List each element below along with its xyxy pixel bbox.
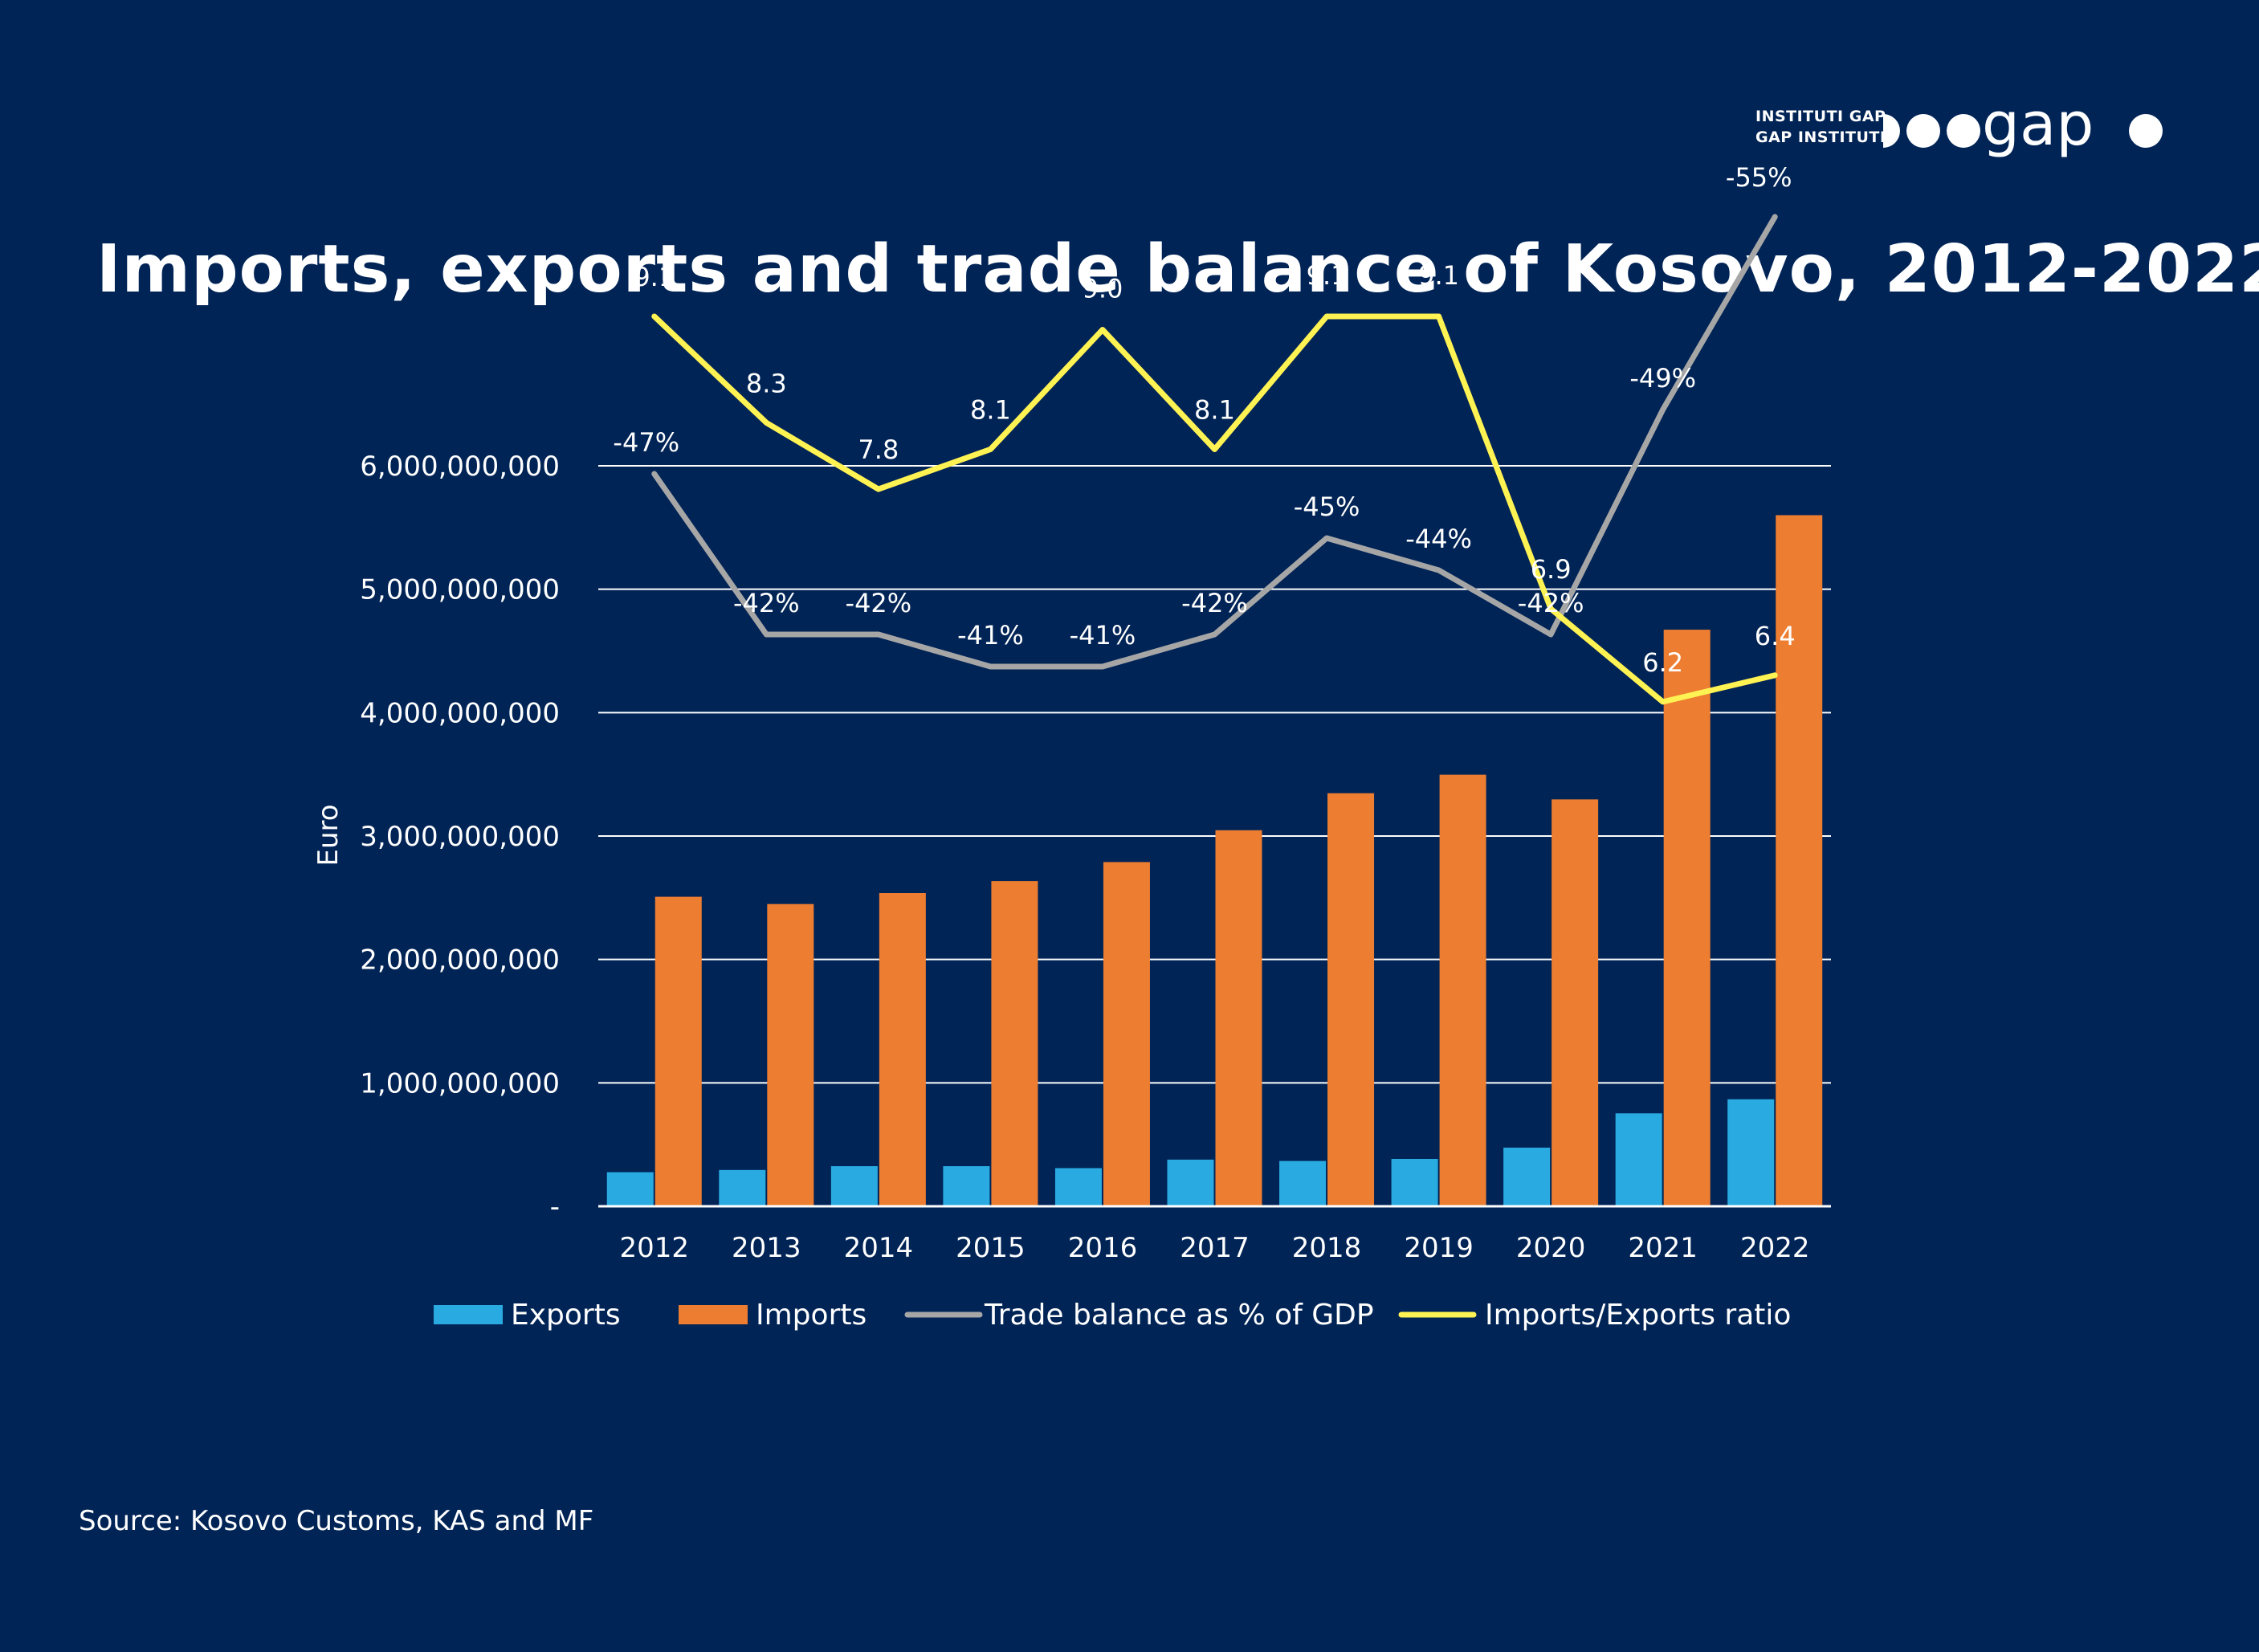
- trade-balance-line: [651, 214, 1778, 670]
- x-tick-label: 2016: [1068, 1232, 1138, 1264]
- trade-balance-label: -45%: [1294, 492, 1360, 522]
- ratio-label: 9.1: [634, 262, 675, 292]
- exports-bar: [1615, 1113, 1662, 1206]
- trade-balance-label: -41%: [957, 620, 1024, 651]
- gap-institute-logo: INSTITUTI GAP GAP INSTITUTE gap: [1743, 103, 2176, 161]
- trade-balance-label: -44%: [1405, 524, 1472, 554]
- exports-bar: [1391, 1158, 1438, 1206]
- y-tick-label: 5,000,000,000: [360, 574, 560, 606]
- x-tick-label: 2012: [620, 1232, 690, 1264]
- exports-bar: [1503, 1148, 1551, 1206]
- logo-circle-icon: [1947, 114, 1980, 148]
- y-axis-label: Euro: [312, 804, 345, 866]
- source-note: Source: Kosovo Customs, KAS and MF: [79, 1505, 594, 1537]
- trade-balance-label: -42%: [846, 588, 912, 618]
- logo-circle-icon: [2129, 114, 2163, 148]
- x-tick-label: 2021: [1628, 1232, 1698, 1264]
- ratio-line: [651, 313, 1778, 705]
- imports-bar: [654, 896, 702, 1206]
- imports-bar: [991, 881, 1038, 1206]
- trade-balance-label: -47%: [613, 427, 679, 458]
- logo-half-circle-icon: [1883, 114, 1900, 148]
- data-labels: -47% -42% -42% -41% -41% -42% -45% -44% -42% -49%…: [613, 162, 1795, 678]
- exports-bar: [1054, 1168, 1102, 1206]
- x-tick-label: 2019: [1404, 1232, 1474, 1264]
- legend: Exports Imports Trade balance as % of GDP I…: [434, 1299, 1791, 1332]
- y-tick-label: 1,000,000,000: [360, 1067, 560, 1099]
- imports-bar: [1327, 793, 1375, 1206]
- exports-bar: [1167, 1159, 1214, 1206]
- x-tick-label: 2022: [1740, 1232, 1810, 1264]
- legend-label: Trade balance as % of GDP: [984, 1299, 1374, 1332]
- x-tick-label: 2014: [844, 1232, 914, 1264]
- exports-bar: [943, 1166, 990, 1206]
- logo-circle-icon: [1906, 114, 1940, 148]
- trade-balance-label: -41%: [1070, 620, 1136, 651]
- logo-line-2: GAP INSTITUTE: [1755, 128, 1891, 146]
- legend-swatch-imports: [679, 1305, 748, 1324]
- ratio-label: 9.1: [1418, 260, 1459, 291]
- y-tick-label: 4,000,000,000: [360, 697, 560, 729]
- imports-bar: [1663, 630, 1711, 1206]
- y-tick-label: -: [550, 1191, 560, 1223]
- imports-bar: [1215, 830, 1262, 1206]
- imports-bar: [1552, 799, 1599, 1206]
- x-tick-label: 2017: [1180, 1232, 1250, 1264]
- ratio-label: 8.1: [1194, 394, 1235, 425]
- legend-label: Exports: [511, 1299, 621, 1332]
- imports-bar: [767, 904, 814, 1206]
- exports-bar: [1279, 1160, 1327, 1206]
- exports-bar: [719, 1169, 766, 1206]
- x-axis-tick-labels: 2012 2013 2014 2015 2016 2017 2018 2019 2020 2021…: [620, 1232, 1810, 1264]
- trade-balance-label: -55%: [1726, 162, 1792, 193]
- y-tick-label: 2,000,000,000: [360, 944, 560, 977]
- exports-bar: [1727, 1099, 1775, 1206]
- ratio-label: 6.9: [1531, 554, 1572, 585]
- ratio-label: 9.0: [1083, 274, 1123, 304]
- trade-balance-label: -42%: [1181, 588, 1248, 618]
- bars: [606, 515, 1823, 1206]
- imports-bar: [1439, 774, 1486, 1206]
- gap-logo-mark-icon: gap: [1883, 103, 2163, 159]
- exports-bar: [830, 1166, 878, 1206]
- logo-line-1: INSTITUTI GAP: [1755, 108, 1886, 125]
- y-tick-label: 3,000,000,000: [360, 821, 560, 853]
- legend-swatch-exports: [434, 1305, 503, 1324]
- imports-bar: [1776, 515, 1823, 1206]
- ratio-label: 9.1: [1307, 260, 1348, 291]
- exports-bar: [606, 1172, 654, 1206]
- x-tick-label: 2018: [1292, 1232, 1362, 1264]
- ratio-label: 8.3: [746, 368, 787, 398]
- trade-balance-label: -42%: [1518, 588, 1584, 618]
- trade-balance-label: -42%: [733, 588, 800, 618]
- ratio-label: 6.2: [1642, 647, 1683, 678]
- logo-wordmark: gap: [1982, 103, 2094, 159]
- legend-label: Imports: [756, 1299, 866, 1332]
- trade-balance-label: -49%: [1629, 363, 1696, 394]
- x-tick-label: 2013: [732, 1232, 801, 1264]
- y-tick-label: 6,000,000,000: [360, 451, 560, 483]
- y-axis-tick-labels: - 1,000,000,000 2,000,000,000 3,000,000,000…: [360, 451, 560, 1223]
- ratio-label: 8.1: [970, 394, 1011, 425]
- imports-bar: [1103, 862, 1150, 1206]
- x-tick-label: 2020: [1516, 1232, 1586, 1264]
- ratio-label: 6.4: [1755, 621, 1796, 651]
- x-tick-label: 2015: [956, 1232, 1026, 1264]
- legend-label: Imports/Exports ratio: [1485, 1299, 1791, 1332]
- imports-bar: [879, 892, 926, 1206]
- chart-title: Imports, exports and trade balance of Ko…: [96, 231, 2259, 308]
- ratio-label: 7.8: [858, 434, 899, 465]
- lines: [651, 214, 1778, 705]
